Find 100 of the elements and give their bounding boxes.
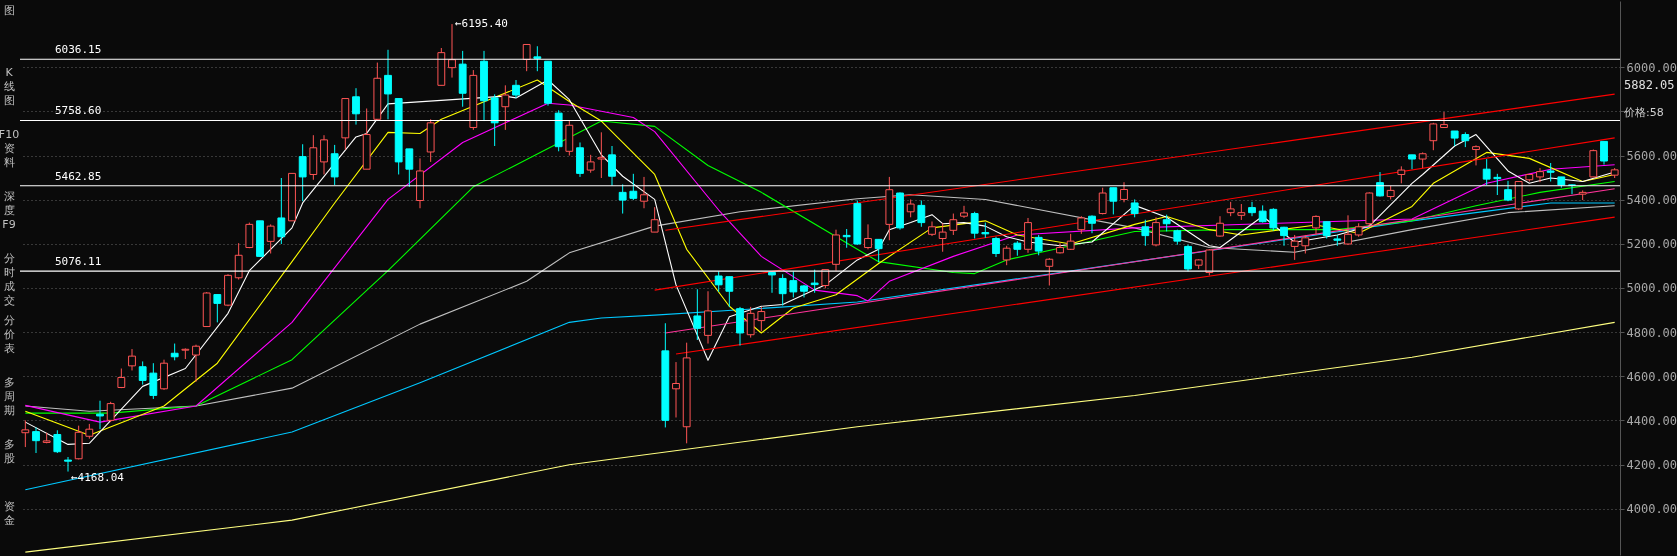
candlestick — [714, 270, 723, 293]
candlestick — [874, 238, 883, 263]
candlestick — [501, 84, 510, 131]
candlestick — [1002, 245, 1011, 266]
y-tick-label: 5600.00 — [1626, 149, 1677, 163]
candlestick — [1408, 154, 1416, 170]
candlestick — [640, 176, 648, 209]
candlestick — [650, 206, 659, 233]
text: 5882.05 — [1624, 78, 1675, 92]
candlestick — [597, 131, 606, 179]
candlestick — [693, 288, 702, 341]
text: 价格:58 — [1623, 106, 1664, 119]
candlestick — [448, 23, 456, 79]
candlestick — [618, 183, 627, 215]
candlestick — [149, 362, 158, 400]
candlestick — [789, 270, 798, 298]
candlestick — [1429, 122, 1438, 151]
candlestick — [1152, 216, 1160, 247]
y-tick-label: 4000.00 — [1626, 502, 1677, 517]
candlestick — [1312, 214, 1320, 236]
text: 分时成交 — [3, 252, 15, 307]
candlestick — [992, 236, 1000, 258]
candlestick — [608, 145, 616, 187]
candlestick — [352, 87, 360, 126]
candlestick — [96, 400, 104, 430]
candlestick — [298, 143, 307, 202]
annotation: ←4168.04 — [71, 470, 125, 484]
candlestick — [138, 360, 147, 386]
candlestick — [320, 134, 328, 175]
candlestick — [405, 148, 414, 188]
candlestick — [1344, 214, 1352, 246]
candlestick — [1141, 219, 1150, 247]
candlestick — [1472, 144, 1480, 166]
candlestick — [330, 144, 339, 186]
candlestick — [1120, 181, 1128, 203]
candlestick — [1536, 167, 1544, 183]
candlestick — [1088, 214, 1096, 234]
candlestick — [21, 419, 30, 448]
candlestick — [970, 211, 979, 239]
y-tick-label: 4200.00 — [1626, 458, 1677, 473]
candlestick — [938, 222, 947, 253]
text: 资金 — [3, 500, 15, 527]
y-tick-label: 4400.00 — [1626, 413, 1677, 428]
candlestick — [64, 456, 72, 473]
candlestick — [864, 223, 872, 250]
candlestick — [128, 348, 136, 371]
candlestick — [917, 200, 926, 228]
candlestick — [384, 49, 392, 120]
candlestick — [842, 228, 851, 249]
candlestick — [533, 45, 542, 72]
candlestick — [266, 223, 275, 254]
line-series — [24, 194, 1616, 412]
candlestick — [1045, 257, 1054, 286]
ref-line-label: 5758.60 — [55, 104, 102, 118]
candlestick — [960, 205, 968, 219]
y-tick-label: 4600.00 — [1626, 369, 1677, 384]
candlestick — [1546, 162, 1555, 183]
candlestick — [213, 294, 222, 323]
candlestick — [1301, 234, 1310, 254]
ref-line-label: 5462.85 — [55, 169, 102, 183]
y-tick-label: 4800.00 — [1626, 325, 1677, 340]
candlestick — [725, 276, 734, 308]
line-series — [24, 202, 1616, 491]
ref-line-label: 6036.15 — [55, 43, 102, 57]
text: K线图 — [3, 66, 15, 107]
line-series — [24, 321, 1616, 553]
candlestick — [629, 173, 638, 201]
y-tick-label: 5000.00 — [1626, 281, 1677, 296]
candlestick — [1034, 234, 1043, 256]
candlestick — [245, 222, 254, 249]
annotation: ←6195.40 — [455, 17, 508, 31]
candlestick — [1440, 111, 1448, 128]
candlestick — [1269, 207, 1278, 232]
candlestick — [234, 242, 243, 281]
candlestick — [1216, 215, 1224, 238]
y-tick-label: 5200.00 — [1626, 237, 1677, 252]
candlestick — [1056, 242, 1064, 254]
candlestick — [949, 213, 958, 236]
candlestick — [1184, 244, 1192, 272]
candlestick — [1248, 201, 1256, 217]
candlestick — [778, 273, 787, 307]
candlestick — [1600, 140, 1608, 166]
candlestick — [1098, 187, 1107, 215]
candlestick — [32, 426, 40, 454]
candlestick — [768, 271, 776, 294]
text: 图 — [3, 4, 15, 17]
candlestick — [1493, 173, 1502, 196]
text: 分价表 — [2, 314, 15, 355]
text: 多周期 — [3, 376, 15, 417]
candlestick — [1482, 158, 1491, 186]
candlestick — [522, 43, 531, 72]
text: F10资料 — [0, 128, 20, 169]
candlestick — [1109, 187, 1118, 215]
candlestick — [1290, 234, 1299, 261]
ref-line-label: 5076.11 — [55, 255, 102, 269]
candlestick — [672, 361, 680, 418]
candlestick — [53, 429, 62, 454]
y-tick-label: 6000.00 — [1626, 60, 1677, 75]
text: 深度F9 — [2, 190, 16, 231]
candlestick — [757, 306, 766, 332]
